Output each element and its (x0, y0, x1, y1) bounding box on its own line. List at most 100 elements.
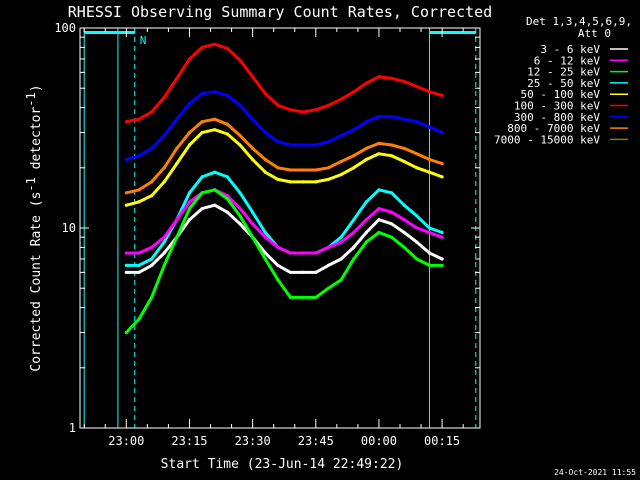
data-point (301, 180, 305, 184)
data-point (440, 235, 444, 239)
data-point (352, 166, 356, 170)
data-point (162, 235, 166, 239)
y-tick-label: 100 (54, 21, 76, 35)
data-point (440, 131, 444, 135)
data-point (187, 131, 192, 135)
data-point (364, 157, 368, 162)
data-point (440, 230, 444, 235)
data-point (238, 143, 242, 147)
data-point (124, 270, 128, 274)
x-tick-label: 23:30 (235, 434, 271, 448)
data-point (251, 157, 255, 162)
data-point (288, 270, 293, 274)
data-point (314, 143, 318, 147)
y-tick-label: 10 (62, 221, 76, 235)
data-point (124, 203, 128, 207)
data-point (402, 230, 406, 235)
data-point (288, 295, 293, 299)
data-point (187, 207, 192, 211)
data-point (427, 230, 432, 235)
data-point (276, 140, 280, 144)
data-point (314, 295, 318, 299)
data-point (175, 146, 179, 150)
data-point (415, 257, 419, 261)
data-point (175, 162, 179, 166)
data-point (150, 263, 154, 267)
data-point (213, 203, 217, 207)
data-point (415, 166, 419, 170)
data-point (162, 263, 166, 267)
data-point (427, 157, 432, 162)
data-point (251, 146, 255, 150)
data-point (124, 251, 128, 255)
data-point (288, 251, 293, 255)
data-point (339, 173, 343, 177)
data-point (137, 188, 141, 192)
data-point (352, 90, 356, 94)
data-point (390, 235, 394, 239)
series-line-2 (126, 188, 443, 255)
data-point (187, 143, 192, 147)
data-point (377, 141, 381, 145)
data-point (150, 180, 154, 184)
data-point (187, 101, 192, 105)
data-point (364, 240, 368, 244)
data-point (314, 108, 318, 112)
data-point (200, 120, 204, 124)
data-point (213, 90, 217, 94)
data-point (213, 188, 217, 192)
data-point (326, 286, 330, 290)
data-point (124, 120, 128, 124)
data-point (124, 263, 128, 267)
time-marker-label: N (140, 34, 147, 47)
data-point (263, 230, 267, 235)
data-point (415, 84, 419, 89)
data-point (263, 235, 267, 239)
data-point (339, 240, 343, 244)
data-point (175, 235, 179, 239)
data-point (263, 257, 267, 261)
legend-label: 100 - 300 keV (514, 100, 600, 113)
data-point (377, 188, 381, 192)
data-point (187, 200, 192, 204)
data-point (402, 79, 406, 84)
data-point (314, 168, 318, 172)
data-point (150, 245, 154, 249)
data-point (200, 131, 204, 135)
data-point (150, 194, 154, 198)
data-point (276, 177, 280, 181)
data-point (288, 108, 293, 112)
legend-label: 12 - 25 keV (527, 66, 600, 79)
data-point (390, 210, 394, 214)
data-point (326, 166, 330, 170)
data-point (263, 170, 267, 174)
data-point (440, 175, 444, 179)
data-point (238, 58, 242, 62)
footer-timestamp: 24-Oct-2021 11:55 (554, 468, 636, 477)
data-point (339, 278, 343, 282)
data-point (150, 295, 154, 299)
data-point (251, 117, 255, 121)
data-point (377, 207, 381, 211)
data-point (213, 117, 217, 121)
data-point (390, 191, 394, 195)
data-point (301, 110, 305, 114)
data-point (390, 222, 394, 226)
data-point (415, 240, 419, 244)
data-point (352, 245, 356, 249)
data-point (137, 317, 141, 321)
y-axis-label: Corrected Count Rate (s-1 detector-1) (24, 84, 44, 371)
legend-header-line-1: Det 1,3,4,5,6,9, (526, 15, 632, 28)
data-point (402, 117, 406, 121)
data-point (390, 76, 394, 80)
data-point (402, 159, 406, 164)
data-point (200, 175, 204, 179)
data-point (415, 226, 419, 230)
data-point (124, 331, 128, 335)
data-point (187, 218, 192, 222)
data-point (440, 93, 444, 97)
data-point (251, 235, 255, 239)
legend-label: 800 - 7000 keV (507, 122, 600, 135)
